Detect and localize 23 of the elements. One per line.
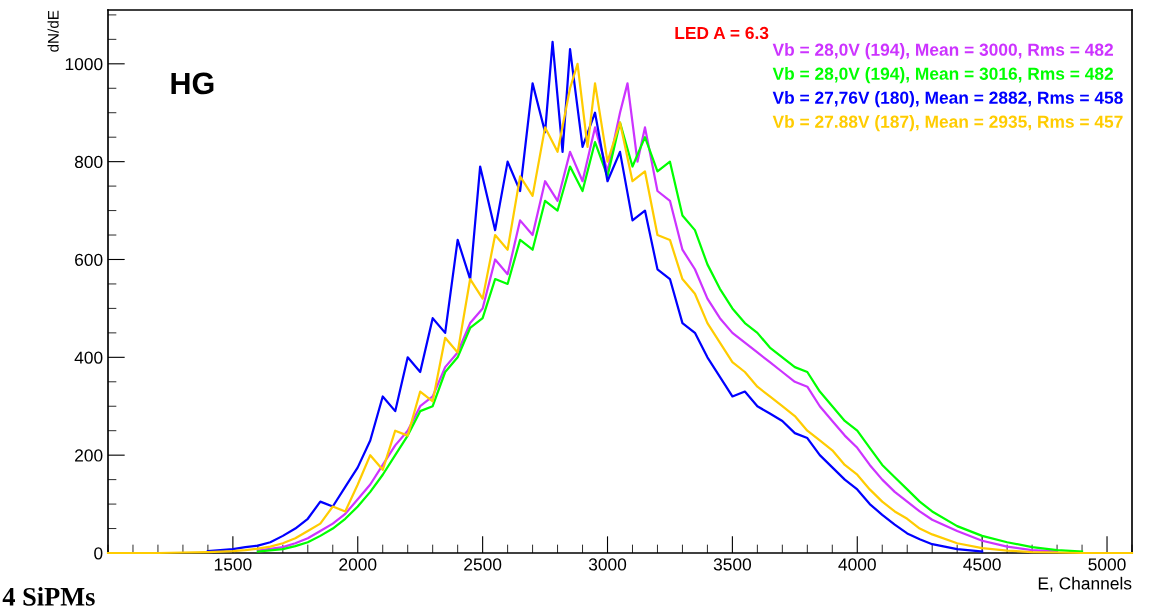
y-tick-label: 1000	[65, 57, 103, 71]
y-tick-label: 400	[74, 351, 103, 364]
x-axis-title: E, Channels	[1038, 576, 1132, 592]
annotation: HG	[171, 72, 214, 95]
text: 4 SiPMs	[2, 587, 95, 606]
x-tick-label: 1500	[214, 558, 252, 571]
annotation: LED A = 6.3	[675, 26, 769, 40]
x-tick-label: 3000	[588, 558, 627, 571]
x-tick-label: 2000	[339, 558, 377, 571]
x-tick-label: 3500	[713, 558, 752, 571]
y-tick-label: 0	[94, 547, 103, 560]
x-tick-label: 5000	[1088, 558, 1126, 571]
text: Vb = 27,76V (180), Mean = 2882, Rms = 458	[772, 91, 1123, 108]
text: Vb = 28,0V (194), Mean = 3016, Rms = 482	[772, 67, 1113, 84]
x-tick-label: 4500	[963, 558, 1001, 571]
x-tick-label: 2500	[464, 558, 502, 571]
text: Vb = 27.88V (187), Mean = 2935, Rms = 457	[772, 115, 1123, 132]
y-axis-title: dN/dE	[47, 10, 59, 52]
y-tick-label: 200	[75, 449, 103, 462]
y-tick-label: 800	[74, 155, 103, 169]
x-tick-label: 4000	[838, 558, 876, 571]
y-tick-label: 600	[75, 253, 103, 266]
text: Vb = 28,0V (194), Mean = 3000, Rms = 482	[772, 43, 1113, 60]
